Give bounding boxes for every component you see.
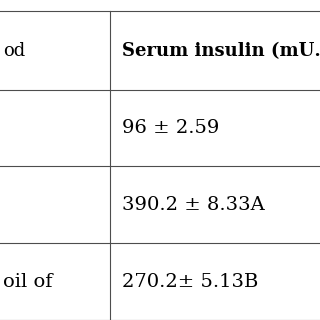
Text: 96 ± 2.59: 96 ± 2.59 [122,119,219,137]
Text: 390.2 ± 8.33A: 390.2 ± 8.33A [122,196,264,214]
Text: oil of: oil of [3,273,53,291]
Text: 270.2± 5.13B: 270.2± 5.13B [122,273,258,291]
Text: od: od [3,42,26,60]
Text: Serum insulin (mU…: Serum insulin (mU… [122,42,320,60]
